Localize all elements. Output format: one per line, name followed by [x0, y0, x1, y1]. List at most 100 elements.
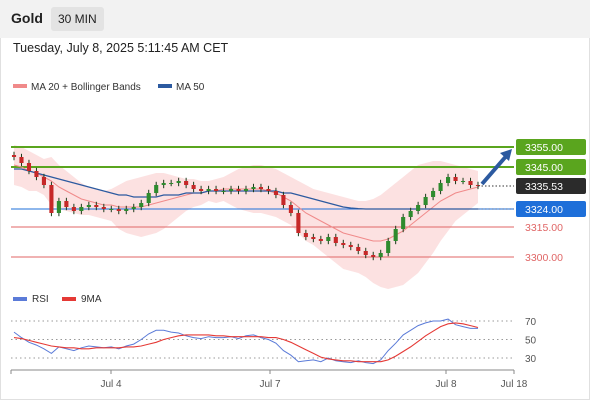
x-tick-label: Jul 4 — [100, 379, 122, 390]
candle-body — [438, 183, 443, 191]
rsi-tick-30: 30 — [525, 354, 537, 365]
candle-body — [41, 177, 46, 185]
candles — [11, 151, 514, 261]
datetime-label: Tuesday, July 8, 2025 5:11:45 AM CET — [13, 41, 229, 55]
ma50-legend-label: MA 50 — [176, 82, 205, 93]
candle-body — [378, 253, 383, 257]
candle-body — [64, 201, 69, 207]
candle-body — [124, 209, 129, 211]
candle-body — [161, 183, 166, 185]
candle-body — [460, 181, 466, 182]
forecast-arrow — [480, 149, 512, 186]
candle-body — [236, 189, 241, 191]
candle-body — [116, 209, 121, 211]
price-levels — [11, 146, 514, 258]
candle-body — [423, 197, 428, 205]
price-tag-3324.00-box — [516, 201, 586, 217]
candle-body — [228, 189, 234, 191]
candle-body — [296, 213, 301, 233]
candle-body — [371, 255, 376, 257]
candle-body — [281, 195, 286, 205]
candle-body — [184, 181, 189, 185]
rsi-tick-50: 50 — [525, 336, 537, 347]
candle-body — [71, 207, 76, 211]
candle-body — [56, 201, 61, 213]
candle-body — [11, 155, 17, 157]
rsi-legend-swatch — [13, 297, 27, 301]
bollinger-bands — [14, 145, 478, 289]
x-axis: Jul 4 Jul 7 Jul 8 Jul 18 — [10, 370, 528, 390]
price-tag-3300.00: 3300.00 — [525, 252, 563, 264]
x-tick-label: Jul 7 — [259, 379, 281, 390]
candle-body — [169, 183, 174, 184]
candle-body — [273, 191, 278, 195]
candle-body — [453, 177, 458, 181]
price-tag-3315.00: 3315.00 — [525, 222, 563, 234]
price-tag-3335.53: 3335.53 — [525, 181, 563, 193]
candle-body — [311, 237, 316, 239]
candle-body — [243, 189, 249, 191]
price-tag-3345.00-box — [516, 159, 586, 175]
candle-body — [214, 189, 219, 191]
candle-body — [34, 171, 39, 177]
candle-body — [416, 205, 421, 211]
candle-body — [26, 163, 32, 171]
candle-body — [86, 205, 91, 207]
rsi-grid: 70 50 30 — [11, 317, 537, 365]
candle-body — [288, 205, 293, 213]
candle-body — [258, 187, 264, 189]
candle-body — [221, 191, 226, 192]
candle-body — [139, 203, 144, 207]
ma50-legend-swatch — [158, 84, 172, 88]
price-tag-3355.00: 3355.00 — [525, 142, 563, 154]
ma20-legend-label: MA 20 + Bollinger Bands — [31, 82, 141, 93]
bollinger-band-area — [14, 145, 478, 289]
rsi-legend-label: RSI — [32, 294, 49, 305]
candle-body — [401, 217, 406, 229]
rsi-tick-70: 70 — [525, 317, 537, 328]
candle-body — [446, 177, 451, 183]
ma9-legend-label: 9MA — [81, 294, 102, 305]
rsi-lines — [13, 318, 479, 365]
candle-body — [49, 185, 54, 213]
candle-body — [468, 181, 473, 185]
candle-body — [333, 237, 338, 243]
candle-body — [146, 193, 151, 203]
candle-body — [109, 209, 114, 210]
symbol-title: Gold — [11, 10, 43, 26]
candle-body — [176, 181, 181, 183]
rsi-line — [13, 318, 478, 365]
candle-body — [251, 187, 256, 189]
rsi-legend: RSI 9MA — [13, 294, 102, 305]
candle-body — [154, 185, 159, 193]
ma9-legend-swatch — [62, 297, 76, 301]
candle-body — [131, 207, 136, 209]
x-tick-label: Jul 18 — [501, 379, 528, 390]
candle-body — [326, 237, 331, 241]
candle-body — [363, 251, 368, 255]
candle-body — [266, 189, 271, 191]
forecast-arrow-head — [500, 149, 512, 161]
candle-body — [79, 207, 84, 211]
rsi-ma9-line — [13, 322, 479, 363]
price-tag-3324.00: 3324.00 — [525, 204, 563, 216]
candle-body — [94, 205, 99, 207]
candle-body — [408, 211, 413, 217]
price-tag-3345.00: 3345.00 — [525, 162, 563, 174]
level-tags: 3355.00 3345.00 3335.53 3324.00 3315.00 3300.… — [516, 139, 586, 264]
price-tag-3335.53-box — [516, 177, 586, 194]
chart-header: Gold 30 MIN — [0, 0, 590, 38]
ma20-legend-swatch — [13, 84, 27, 88]
candle-body — [318, 239, 323, 241]
candle-body — [386, 241, 391, 253]
candle-body — [19, 157, 24, 163]
candle-body — [393, 229, 398, 241]
price-legend: MA 20 + Bollinger Bands MA 50 — [13, 82, 205, 93]
candle-body — [356, 247, 361, 251]
candle-body — [206, 189, 211, 191]
candle-body — [341, 243, 346, 245]
timeframe-badge[interactable]: 30 MIN — [51, 7, 104, 31]
candle-body — [431, 191, 436, 197]
price-tag-3355.00-box — [516, 139, 586, 155]
